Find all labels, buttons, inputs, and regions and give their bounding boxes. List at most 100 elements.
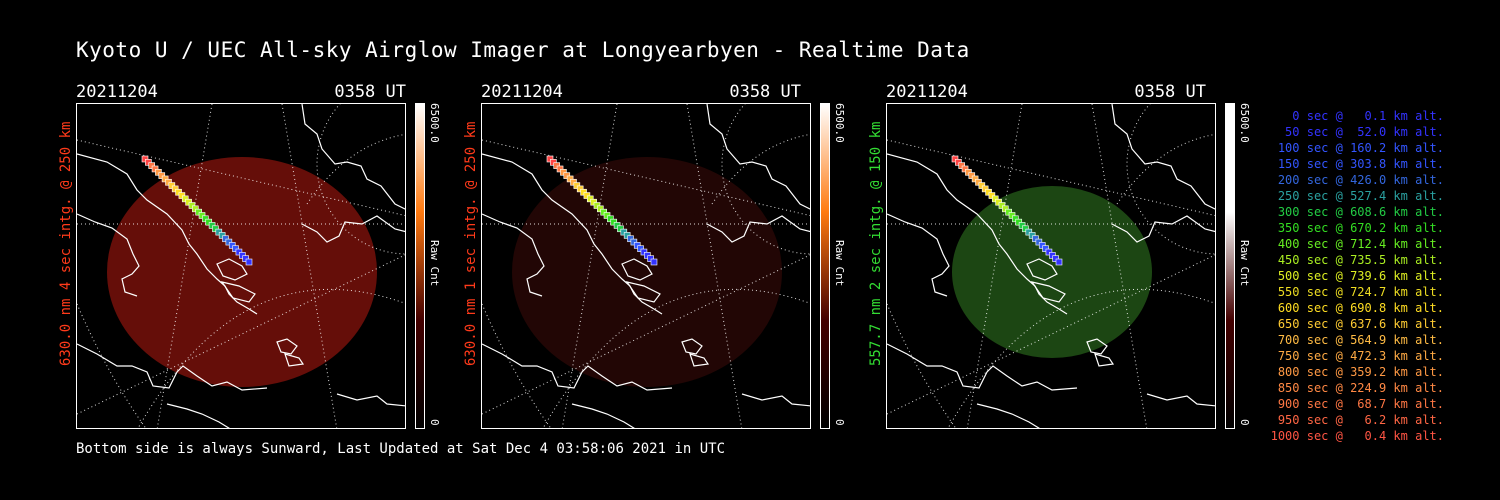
track-point — [998, 202, 1006, 209]
track-point — [208, 222, 216, 229]
track-point — [148, 162, 156, 169]
track-point — [178, 192, 186, 199]
track-point — [647, 255, 654, 262]
track-point — [232, 245, 239, 253]
track-point — [215, 228, 223, 236]
panel-3-ylabel: 557.7 nm 2 sec intg. @ 150 km — [868, 121, 884, 366]
airglow-field — [512, 157, 782, 387]
legend-row: 950 sec @ 6.2 km alt. — [1277, 413, 1444, 427]
track-point — [171, 185, 179, 193]
track-point — [158, 172, 166, 179]
track-point — [570, 178, 577, 186]
track-point — [188, 202, 196, 209]
track-point — [563, 172, 571, 179]
panel-1-colorbar-min: 0 — [428, 419, 441, 426]
track-point — [985, 188, 992, 196]
track-point — [597, 205, 604, 213]
panel-1-date: 20211204 — [76, 82, 158, 102]
track-point — [640, 248, 648, 256]
track-point — [600, 208, 607, 216]
track-point — [630, 238, 638, 246]
track-point — [168, 182, 176, 189]
footer-status: Bottom side is always Sunward, Last Upda… — [76, 441, 726, 457]
track-point — [202, 215, 209, 223]
track-point — [988, 192, 996, 199]
track-point — [617, 225, 624, 233]
panel-3-date: 20211204 — [886, 82, 968, 102]
satellite-track — [546, 155, 658, 266]
track-point — [185, 198, 192, 206]
track-point — [968, 172, 976, 179]
track-point — [961, 165, 969, 173]
track-point — [955, 159, 962, 166]
track-point — [607, 215, 614, 223]
track-point — [633, 242, 641, 249]
track-point — [586, 195, 594, 203]
track-point — [1008, 212, 1016, 219]
legend-row: 300 sec @ 608.6 km alt. — [1277, 205, 1444, 219]
legend-row: 1000 sec @ 0.4 km alt. — [1270, 429, 1444, 443]
track-point — [576, 185, 584, 193]
track-point — [613, 222, 621, 229]
map-svg — [887, 104, 1215, 428]
track-point — [225, 238, 233, 246]
track-point — [650, 258, 658, 266]
track-point — [1012, 215, 1019, 223]
track-point — [975, 178, 982, 186]
track-point — [590, 198, 597, 206]
panel-3-colorbar-max: 6500.0 — [1238, 103, 1251, 143]
track-point — [593, 202, 601, 209]
legend-row: 500 sec @ 739.6 km alt. — [1277, 269, 1444, 283]
track-point — [1042, 245, 1049, 253]
panel-1-colorbar-max: 6500.0 — [428, 103, 441, 143]
track-point — [958, 162, 966, 169]
track-point — [222, 235, 229, 243]
airglow-field — [952, 186, 1152, 358]
track-point — [175, 188, 182, 196]
track-point — [228, 242, 236, 249]
track-point — [978, 182, 986, 189]
panel-2-time: 0358 UT — [729, 82, 801, 102]
page-title: Kyoto U / UEC All-sky Airglow Imager at … — [76, 38, 970, 62]
panel-2-colorbar-unit: Raw Cnt — [833, 240, 846, 287]
legend-row: 250 sec @ 527.4 km alt. — [1277, 189, 1444, 203]
legend-row: 850 sec @ 224.9 km alt. — [1277, 381, 1444, 395]
panel-1-colorbar — [415, 103, 425, 429]
track-point — [1035, 238, 1043, 246]
track-point — [1002, 205, 1009, 213]
coastlines — [77, 104, 405, 428]
track-point — [951, 155, 959, 163]
track-point — [218, 232, 226, 239]
track-point — [627, 235, 634, 243]
lat-lon-grid — [482, 104, 810, 428]
track-point — [560, 168, 567, 176]
track-point — [580, 188, 587, 196]
legend-row: 400 sec @ 712.4 km alt. — [1277, 237, 1444, 251]
track-point — [238, 252, 246, 259]
panel-1-ylabel: 630.0 nm 4 sec intg. @ 250 km — [58, 121, 74, 366]
panel-2-colorbar-max: 6500.0 — [833, 103, 846, 143]
legend-row: 50 sec @ 52.0 km alt. — [1285, 125, 1444, 139]
trajectory-legend: 0 sec @ 0.1 km alt. 50 sec @ 52.0 km alt.… — [1266, 108, 1444, 444]
track-point — [1052, 255, 1059, 262]
lat-lon-grid — [887, 104, 1215, 428]
track-point — [603, 212, 611, 219]
track-point — [205, 218, 213, 226]
track-point — [971, 175, 979, 183]
panel-2-map — [481, 103, 811, 429]
track-point — [1038, 242, 1046, 249]
track-point — [212, 225, 219, 233]
legend-row: 600 sec @ 690.8 km alt. — [1277, 301, 1444, 315]
map-svg — [482, 104, 810, 428]
legend-row: 150 sec @ 303.8 km alt. — [1277, 157, 1444, 171]
track-point — [556, 165, 564, 173]
panel-3-colorbar — [1225, 103, 1235, 429]
panel-2-ylabel: 630.0 nm 1 sec intg. @ 250 km — [463, 121, 479, 366]
track-point — [245, 258, 253, 266]
track-point — [1028, 232, 1036, 239]
track-point — [1005, 208, 1012, 216]
lat-lon-grid — [77, 104, 405, 428]
panel-2-date: 20211204 — [481, 82, 563, 102]
legend-row: 750 sec @ 472.3 km alt. — [1277, 349, 1444, 363]
track-point — [141, 155, 149, 163]
